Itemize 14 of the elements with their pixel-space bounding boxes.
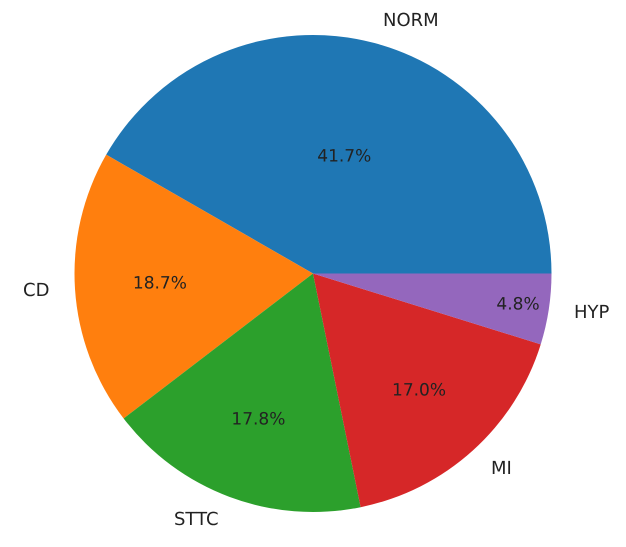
pie-slice	[313, 274, 541, 508]
pie-slice	[106, 35, 552, 274]
slice-label: STTC	[174, 509, 219, 530]
slice-label: MI	[491, 458, 512, 479]
data-label: 17.8%	[231, 409, 286, 430]
slice-label: CD	[23, 280, 50, 301]
data-label: 4.8%	[496, 294, 540, 315]
slice-label: HYP	[574, 302, 610, 323]
pie-slice	[313, 274, 552, 344]
pie-slice	[124, 274, 361, 512]
data-label: 17.0%	[392, 380, 446, 401]
data-label: 18.7%	[132, 274, 187, 294]
data-label: 41.7%	[317, 146, 372, 166]
slice-label: NORM	[383, 10, 439, 31]
